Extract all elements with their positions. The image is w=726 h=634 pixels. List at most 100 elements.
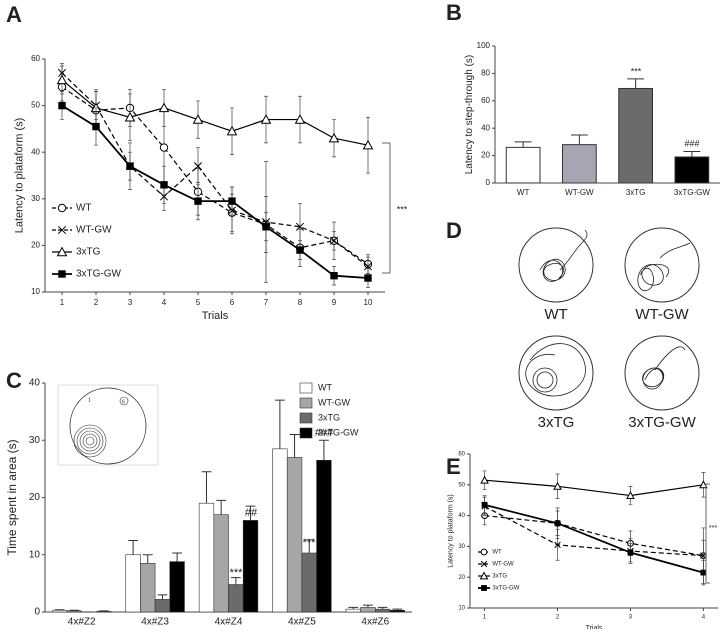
- y-tick-label: 20: [31, 241, 40, 250]
- marker: [194, 197, 202, 205]
- legend-swatch: [299, 412, 313, 424]
- series-line: [61, 79, 369, 146]
- series-line: [61, 86, 369, 265]
- marker: [554, 541, 561, 549]
- y-tick-label: 30: [31, 194, 40, 203]
- marker: [159, 143, 169, 152]
- series-line: [484, 515, 704, 557]
- x-tick-label: 4x#Z2: [68, 617, 96, 628]
- y-axis-label: Latency to plataform (s): [448, 494, 455, 568]
- annotation: ***: [230, 567, 244, 579]
- error-bar: [142, 554, 153, 564]
- annotation: ***: [631, 66, 642, 76]
- error-bar: [274, 399, 285, 449]
- marker: [296, 246, 304, 254]
- marker: [226, 125, 238, 136]
- bar: [140, 563, 156, 613]
- marker: [627, 549, 634, 556]
- x-tick-label: 4x#Z3: [141, 617, 169, 628]
- error-bar: [319, 439, 329, 461]
- y-tick-label: 60: [31, 54, 40, 63]
- bar: [562, 144, 597, 184]
- marker: [480, 475, 489, 484]
- x-axis-label: Trials: [202, 310, 229, 322]
- error-bar: [514, 141, 532, 148]
- marker: [158, 102, 170, 113]
- bracket: [382, 142, 391, 274]
- y-tick-label: 100: [477, 41, 491, 50]
- bar: [169, 561, 185, 613]
- x-tick-label: 4x#Z4: [215, 617, 243, 628]
- marker: [328, 132, 340, 143]
- marker: [363, 262, 373, 271]
- error-bar: [289, 434, 300, 458]
- x-tick-label: 1: [60, 298, 65, 307]
- marker: [126, 162, 134, 170]
- series-line: [61, 72, 369, 267]
- error-bar: [245, 505, 256, 521]
- legend-label: 3xTG: [318, 412, 340, 422]
- track-label: WT-GW: [635, 306, 689, 323]
- bar: [301, 552, 317, 613]
- bar: [228, 584, 244, 613]
- x-tick-label: 2: [94, 298, 99, 307]
- x-tick-label: 9: [332, 298, 337, 307]
- panel-letter: A: [6, 2, 22, 27]
- y-axis-label: Latency to plataform (s): [13, 118, 25, 234]
- marker: [58, 101, 66, 110]
- inset-label: 6: [122, 399, 125, 405]
- annotation: ***: [709, 525, 717, 532]
- bracket: [705, 483, 710, 584]
- y-tick-label: 10: [29, 549, 41, 560]
- x-axis-label: Trials: [586, 625, 603, 629]
- legend-swatch: [299, 382, 313, 394]
- marker: [699, 480, 708, 489]
- bar: [242, 520, 259, 613]
- x-tick-label: 10: [364, 298, 373, 307]
- marker: [626, 491, 635, 499]
- track-label: WT: [544, 306, 567, 323]
- inset: 1 6: [57, 384, 159, 466]
- x-tick-label: 4: [162, 298, 167, 307]
- marker: [330, 271, 338, 280]
- marker: [260, 114, 272, 124]
- marker: [92, 122, 100, 131]
- panel-letter: C: [6, 368, 22, 393]
- x-tick-label: 4x#Z5: [288, 617, 316, 628]
- marker: [228, 197, 236, 205]
- bar: [198, 502, 215, 613]
- marker: [362, 139, 374, 150]
- marker: [481, 585, 487, 591]
- error-bar: [627, 78, 645, 89]
- error-bar: [172, 552, 183, 562]
- marker: [700, 569, 707, 576]
- y-tick-label: 20: [458, 575, 465, 581]
- series-line: [61, 104, 369, 279]
- bar: [345, 608, 361, 613]
- legend-label: 3xTG-GW: [492, 586, 519, 592]
- legend-swatch: [299, 397, 313, 409]
- annotation: ###: [684, 138, 699, 148]
- error-bar: [683, 150, 701, 157]
- marker: [294, 114, 306, 124]
- bar: [316, 459, 332, 613]
- y-axis-label: Time spent in area (s): [5, 439, 19, 555]
- y-tick-label: 20: [29, 492, 41, 503]
- inset-label: 1: [88, 397, 91, 403]
- y-tick-label: 40: [29, 378, 41, 389]
- legend-swatch: [299, 427, 313, 439]
- marker: [479, 571, 489, 580]
- y-axis-label: Latency to step-through (s): [464, 55, 475, 175]
- panel-letter: D: [446, 218, 462, 243]
- annotation: ##: [245, 507, 258, 519]
- bar: [154, 599, 171, 613]
- marker: [57, 225, 67, 235]
- annotation: ***: [303, 537, 317, 549]
- marker: [124, 111, 136, 122]
- legend-label: 3xTG-GW: [76, 269, 122, 280]
- y-tick-label: 40: [458, 513, 465, 519]
- marker: [553, 481, 562, 490]
- error-bar: [216, 499, 227, 515]
- marker: [295, 222, 305, 231]
- annotation: ***: [397, 204, 408, 214]
